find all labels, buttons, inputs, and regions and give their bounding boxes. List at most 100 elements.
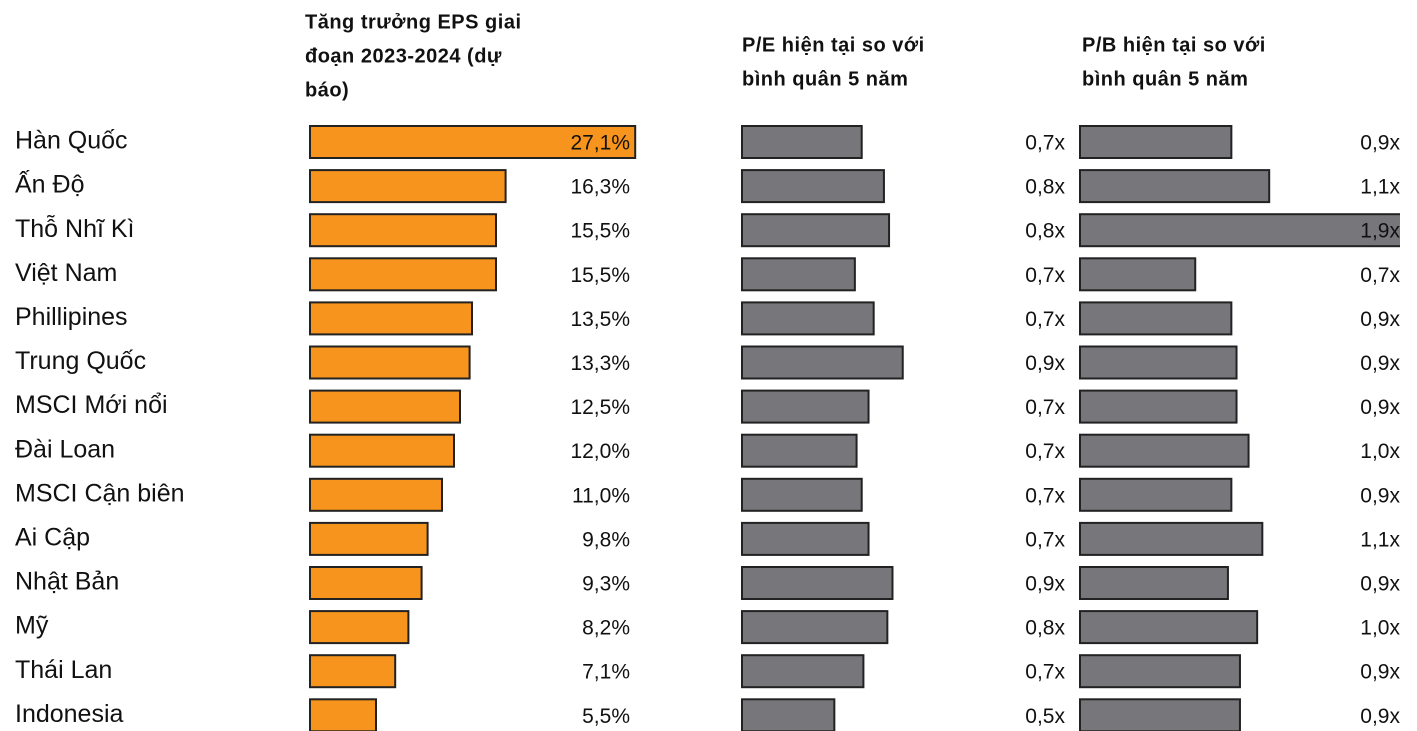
value-label: 7,1%: [582, 661, 630, 684]
bar: [741, 169, 885, 204]
panel-title: báo): [305, 79, 349, 101]
value-label: 0,9x: [1360, 661, 1400, 684]
category-label: MSCI Mới nổi: [15, 391, 168, 419]
bar: [741, 301, 875, 336]
bar: [1079, 477, 1233, 512]
value-label: 9,3%: [582, 573, 630, 596]
value-label: 0,8x: [1025, 176, 1065, 199]
bar: [1079, 213, 1400, 248]
bar: [309, 169, 507, 204]
bar: [741, 610, 889, 645]
bar: [309, 654, 397, 689]
category-label: Indonesia: [15, 700, 124, 728]
value-label: 0,7x: [1025, 484, 1065, 507]
bar: [741, 521, 870, 556]
value-label: 1,1x: [1360, 528, 1400, 551]
bar: [1079, 345, 1238, 380]
bar: [1079, 698, 1241, 731]
category-label: MSCI Cận biên: [15, 479, 185, 507]
value-label: 0,9x: [1025, 352, 1065, 375]
bar: [309, 345, 471, 380]
bar: [741, 389, 870, 424]
bar: [309, 521, 429, 556]
panel-title: đoạn 2023-2024 (dự: [305, 45, 502, 67]
bar: [1079, 566, 1229, 600]
bar: [741, 654, 865, 689]
bar: [741, 433, 858, 468]
value-label: 0,9x: [1360, 573, 1400, 596]
bars: [741, 125, 904, 731]
bar: [1079, 433, 1250, 468]
value-label: 0,7x: [1025, 528, 1065, 551]
value-label: 0,7x: [1025, 308, 1065, 331]
bar: [309, 610, 410, 645]
value-label: 0,9x: [1360, 352, 1400, 375]
category-label: Hàn Quốc: [15, 127, 128, 155]
category-label: Nhật Bản: [15, 568, 119, 596]
bar: [1079, 389, 1238, 424]
bar: [741, 698, 836, 731]
bars: [1079, 125, 1400, 731]
value-label: 13,5%: [570, 308, 630, 331]
panel-title: P/E hiện tại so với: [742, 34, 925, 56]
bar: [1079, 654, 1241, 689]
bar: [1079, 257, 1197, 292]
value-label: 27,1%: [570, 132, 630, 155]
value-label: 1,9x: [1360, 220, 1400, 243]
panel-title: Tăng trưởng EPS giai: [305, 11, 522, 33]
value-label: 0,8x: [1025, 220, 1065, 243]
panel-title: bình quân 5 năm: [742, 68, 908, 90]
value-label: 0,9x: [1360, 705, 1400, 728]
value-label: 12,0%: [570, 440, 630, 463]
category-label: Đài Loan: [15, 435, 115, 463]
value-label: 0,7x: [1025, 264, 1065, 287]
category-label: Thái Lan: [15, 656, 112, 684]
value-label: 15,5%: [570, 264, 630, 287]
value-label: 1,0x: [1360, 440, 1400, 463]
bar: [309, 477, 443, 512]
bar: [309, 301, 473, 336]
bar: [741, 477, 863, 512]
category-label: Ai Cập: [15, 524, 90, 552]
bar: [1079, 610, 1259, 645]
category-label: Mỹ: [15, 612, 49, 640]
bar: [741, 125, 863, 159]
value-label: 5,5%: [582, 705, 630, 728]
bar: [1079, 521, 1264, 556]
category-label: Trung Quốc: [15, 347, 146, 375]
value-label: 12,5%: [570, 396, 630, 419]
category-label: Thỗ Nhĩ Kì: [15, 214, 135, 243]
bar: [309, 213, 497, 248]
bar: [741, 566, 894, 600]
value-label: 1,0x: [1360, 617, 1400, 640]
value-label: 0,9x: [1025, 573, 1065, 596]
value-label: 16,3%: [570, 176, 630, 199]
value-label: 0,5x: [1025, 705, 1065, 728]
value-label: 9,8%: [582, 528, 630, 551]
value-label: 0,9x: [1360, 132, 1400, 155]
bar: [1079, 125, 1233, 159]
bar: [741, 345, 904, 380]
value-label: 0,7x: [1360, 264, 1400, 287]
value-label: 0,7x: [1025, 661, 1065, 684]
value-label: 13,3%: [570, 352, 630, 375]
category-label: Ấn Độ: [15, 170, 84, 199]
bar: [309, 698, 377, 731]
panel-title: bình quân 5 năm: [1082, 68, 1248, 90]
bar: [309, 433, 455, 468]
bar: [741, 257, 856, 292]
value-label: 1,1x: [1360, 176, 1400, 199]
bar: [1079, 169, 1271, 204]
value-label: 0,8x: [1025, 617, 1065, 640]
bar: [309, 125, 637, 159]
value-label: 8,2%: [582, 617, 630, 640]
category-label: Việt Nam: [15, 259, 117, 287]
value-label: 0,9x: [1360, 308, 1400, 331]
bar: [309, 566, 423, 600]
panel-title: P/B hiện tại so với: [1082, 34, 1266, 56]
bar: [309, 257, 497, 292]
value-label: 0,7x: [1025, 440, 1065, 463]
value-label: 0,9x: [1360, 396, 1400, 419]
value-label: 11,0%: [572, 484, 630, 507]
